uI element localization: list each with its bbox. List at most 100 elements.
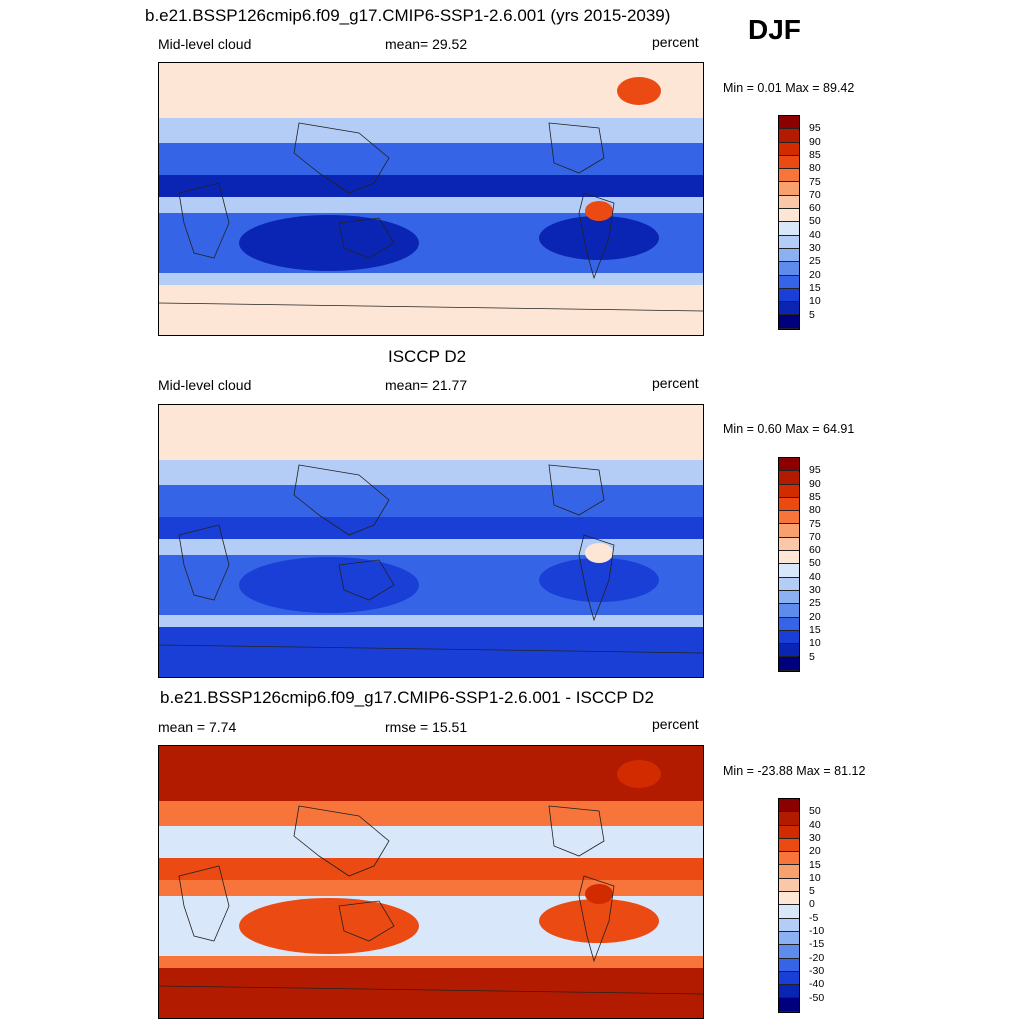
colorbar-swatch (779, 865, 799, 879)
andes-feature (585, 201, 613, 221)
coastline (338, 217, 395, 259)
colorbar-tick-label: 95 (809, 122, 821, 135)
colorbar-tick-label: 30 (809, 242, 821, 254)
greenland-feature (617, 760, 661, 788)
colorbar-swatch (779, 838, 799, 853)
panel-2-title: ISCCP D2 (388, 347, 467, 366)
colorbar-swatch (779, 945, 799, 959)
colorbar-tick-label: 10 (809, 871, 821, 884)
colorbar-tick-label: 50 (809, 805, 821, 818)
coastline (293, 122, 390, 194)
colorbar-tick-label: 30 (809, 831, 821, 844)
colorbar-swatch (779, 195, 799, 210)
colorbar-swatch (779, 511, 799, 525)
colorbar-tick-label: 10 (809, 637, 821, 650)
colorbar-swatch (779, 590, 799, 605)
colorbar-tick-label: 75 (809, 517, 821, 530)
colorbar-tick-label: 50 (809, 557, 821, 570)
coastline (159, 985, 703, 995)
coastline (293, 464, 390, 536)
colorbar-tick-label: 85 (809, 490, 821, 503)
colorbar-swatch (779, 262, 799, 276)
coastline (178, 865, 230, 942)
panel-2-map-field (159, 405, 703, 677)
greenland-feature (617, 77, 661, 105)
panel-3-title: b.e21.BSSP126cmip6.f09_g17.CMIP6-SSP1-2.… (160, 688, 654, 707)
colorbar-tick-label: 5 (809, 885, 815, 898)
panel-2-minmax: Min = 0.60 Max = 64.91 (723, 422, 855, 436)
season-label: DJF (748, 14, 801, 45)
colorbar-swatch (779, 235, 799, 249)
panel-2-mean-label: mean= 21.77 (385, 377, 468, 393)
panel-1-minmax: Min = 0.01 Max = 89.42 (723, 81, 855, 95)
colorbar-tick-label: 25 (809, 255, 821, 268)
panel-3-map (158, 745, 704, 1019)
panel-3-minmax: Min = -23.88 Max = 81.12 (723, 764, 866, 778)
panel-2-colorbar: 95 90 85 80 75 70 60 50 40 30 25 20 15 10 5 (778, 457, 821, 672)
colorbar-swatch (779, 142, 799, 156)
coastline (338, 900, 395, 942)
tropical-band (159, 175, 703, 197)
panel-1-variable-label: Mid-level cloud (158, 36, 252, 52)
colorbar-tick-label: 75 (809, 175, 821, 188)
coastline (578, 192, 615, 280)
colorbar-swatch (779, 931, 799, 946)
colorbar-swatch (779, 315, 799, 329)
colorbar-swatch (779, 471, 799, 485)
northern-band (159, 63, 703, 118)
colorbar-tick-label: 15 (809, 281, 821, 294)
subtropical-atlantic-blob (539, 216, 659, 260)
andes-feature (585, 884, 613, 904)
panel-1-map (158, 62, 704, 336)
colorbar-tick-label: 40 (809, 228, 821, 241)
colorbar-tick-label: -40 (809, 978, 825, 991)
coastline (548, 464, 605, 516)
panel-1-map-field (159, 63, 703, 335)
northern-band (159, 746, 703, 801)
colorbar-tick-label: 60 (809, 544, 821, 557)
colorbar-tick-label: 5 (809, 650, 815, 663)
colorbar-swatch (779, 630, 799, 645)
colorbar-swatch (779, 209, 799, 223)
colorbar-swatch (779, 458, 799, 472)
coastline (578, 534, 615, 622)
coastline (178, 182, 230, 259)
colorbar-swatch (779, 129, 799, 143)
andes-feature (585, 543, 613, 563)
colorbar-swatch (779, 878, 799, 893)
colorbar-swatch (779, 985, 799, 999)
colorbar-tick-label: 15 (809, 623, 821, 636)
panel-1-mean-label: mean= 29.52 (385, 36, 468, 52)
colorbar-swatch (779, 852, 799, 866)
colorbar-swatch (779, 155, 799, 170)
colorbar-tick-label: 90 (809, 477, 821, 490)
greenland-feature (617, 419, 661, 447)
subtropical-pacific-blob (239, 557, 419, 613)
colorbar-tick-label: 40 (809, 570, 821, 583)
colorbar-swatch (779, 551, 799, 565)
colorbar-tick-label: 80 (809, 504, 821, 517)
panel-1-title: b.e21.BSSP126cmip6.f09_g17.CMIP6-SSP1-2.… (145, 6, 671, 25)
colorbar-tick-label: 80 (809, 162, 821, 175)
northern-band (159, 405, 703, 460)
colorbar-swatch (779, 564, 799, 578)
colorbar-tick-label: 10 (809, 295, 821, 308)
panel-3-mean-label: mean = 7.74 (158, 719, 237, 735)
colorbar-swatch (779, 998, 799, 1012)
colorbar-swatch (779, 892, 799, 906)
colorbar-swatch (779, 971, 799, 986)
subtropical-pacific-blob (239, 215, 419, 271)
colorbar-tick-label: 70 (809, 188, 821, 201)
coastline (293, 805, 390, 877)
colorbar-tick-label: 20 (809, 845, 821, 858)
colorbar-tick-label: -10 (809, 925, 825, 937)
colorbar-swatch (779, 825, 799, 839)
panel-3-units-label: percent (652, 716, 699, 732)
colorbar-tick-label: 60 (809, 202, 821, 215)
north-subtropical-band (159, 485, 703, 520)
colorbar-swatch (779, 905, 799, 919)
subtropical-atlantic-blob (539, 558, 659, 602)
colorbar-swatch (779, 617, 799, 631)
colorbar-swatch (779, 248, 799, 263)
panel-3-colorbar: 50 40 30 20 15 10 5 0 -5 -10 -15 -20 -30 -40 -50 (778, 798, 824, 1013)
